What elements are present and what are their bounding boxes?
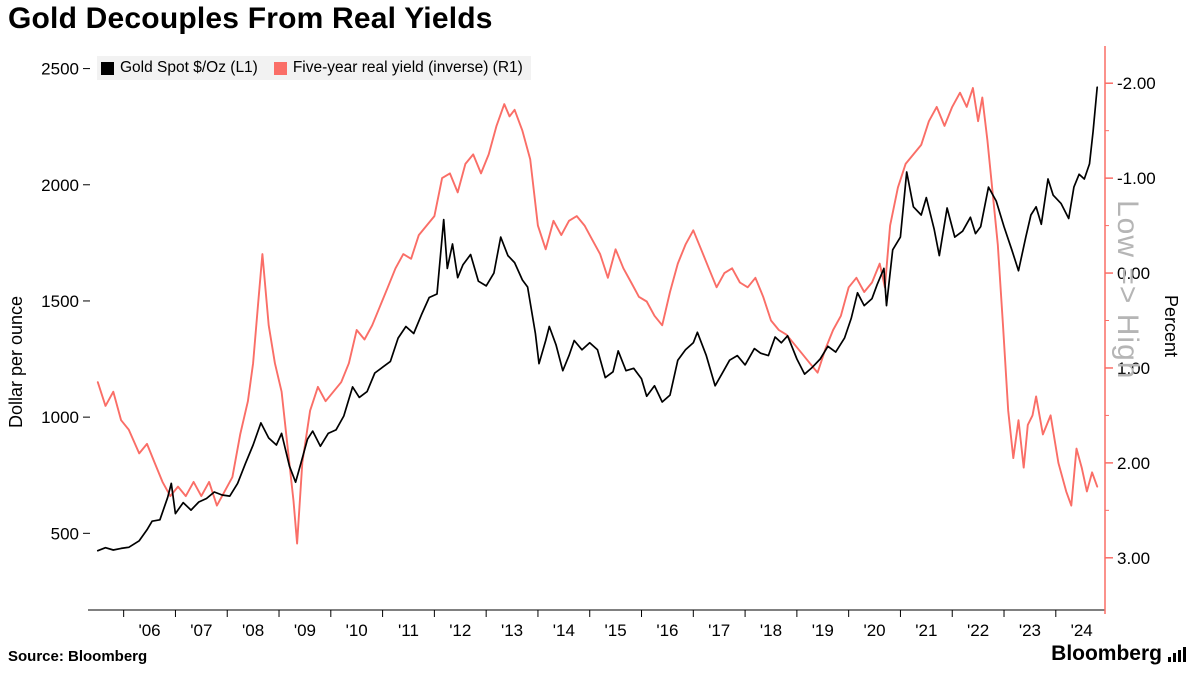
- source-credit: Source: Bloomberg: [8, 648, 148, 665]
- gold-series-swatch: [101, 61, 114, 75]
- x-tick-label: '19: [812, 621, 834, 640]
- left-axis-title: Dollar per ounce: [6, 295, 26, 428]
- bloomberg-bars-icon: [1168, 646, 1186, 662]
- x-tick-label: '08: [242, 621, 264, 640]
- x-tick-label: '21: [915, 621, 937, 640]
- right-tick-label: -1.00: [1117, 169, 1156, 188]
- bloomberg-logo: Bloomberg: [1051, 642, 1186, 666]
- page-title: Gold Decouples From Real Yields: [8, 2, 493, 35]
- right-tick-label: 2.00: [1117, 454, 1150, 473]
- x-tick-label: '11: [398, 621, 419, 640]
- gold-spot-line: [96, 86, 1099, 552]
- x-tick-label: '24: [1071, 621, 1093, 640]
- x-tick-label: '15: [605, 621, 627, 640]
- real-yield-series-label: Five-year real yield (inverse) (R1): [292, 59, 523, 76]
- x-tick-label: '09: [294, 621, 316, 640]
- right-tick-label: 1.00: [1117, 359, 1150, 378]
- x-tick-label: '07: [190, 621, 212, 640]
- x-tick-label: '06: [138, 621, 160, 640]
- right-tick-label: 0.00: [1117, 264, 1150, 283]
- left-tick-label: 2500: [41, 60, 79, 79]
- x-tick-label: '22: [967, 621, 989, 640]
- legend-item-real-yield: Five-year real yield (inverse) (R1): [273, 59, 523, 77]
- x-tick-label: '13: [501, 621, 523, 640]
- gold-series-label: Gold Spot $/Oz (L1): [120, 59, 258, 76]
- right-axis-title: Percent: [1161, 295, 1181, 358]
- real-yield-series-swatch: [273, 61, 287, 75]
- x-tick-label: '14: [553, 621, 575, 640]
- x-tick-label: '10: [346, 621, 368, 640]
- left-tick-label: 1500: [41, 292, 79, 311]
- right-tick-label: -2.00: [1117, 74, 1156, 93]
- real-yield-line: [96, 87, 1099, 545]
- x-tick-label: '12: [449, 621, 471, 640]
- x-tick-label: '16: [656, 621, 678, 640]
- x-tick-label: '20: [863, 621, 885, 640]
- legend: Gold Spot $/Oz (L1) Five-year real yield…: [97, 56, 531, 80]
- low-high-annotation: Low => High: [1111, 200, 1144, 380]
- right-tick-label: 3.00: [1117, 549, 1150, 568]
- bloomberg-wordmark: Bloomberg: [1051, 642, 1162, 665]
- x-tick-label: '23: [1019, 621, 1041, 640]
- x-tick-label: '18: [760, 621, 782, 640]
- left-tick-label: 500: [51, 524, 79, 543]
- x-tick-label: '17: [708, 621, 730, 640]
- left-tick-label: 1000: [41, 408, 79, 427]
- left-tick-label: 2000: [41, 176, 79, 195]
- legend-item-gold: Gold Spot $/Oz (L1): [101, 59, 258, 77]
